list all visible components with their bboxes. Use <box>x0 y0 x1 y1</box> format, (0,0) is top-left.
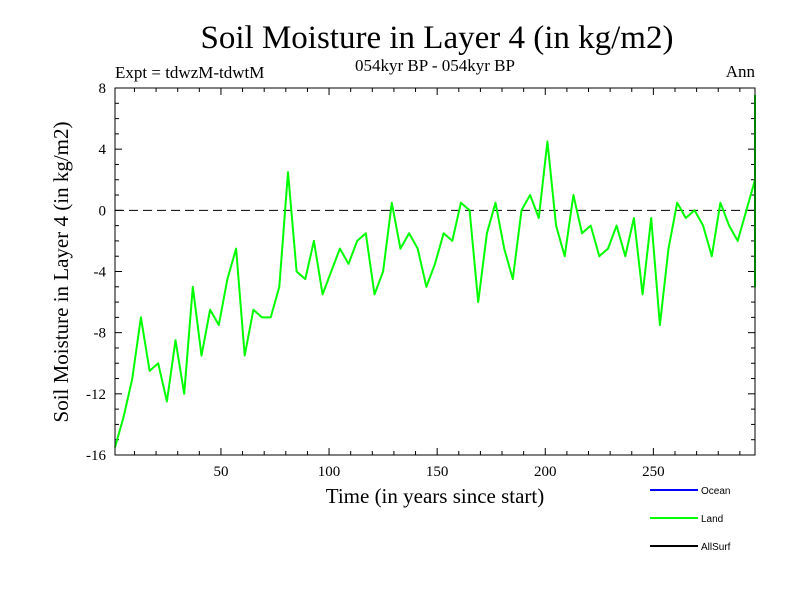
y-tick-label: -4 <box>94 265 107 281</box>
x-tick-labels: 50 100 150 200 250 <box>213 464 664 480</box>
x-tick-label: 100 <box>318 464 341 480</box>
season-label: Ann <box>726 62 756 81</box>
plot-frame <box>114 87 756 456</box>
x-tick-label: 150 <box>426 464 449 480</box>
legend-label-allsurf: AllSurf <box>701 542 731 553</box>
axis-ticks <box>115 88 755 455</box>
legend-label-land: Land <box>701 514 723 525</box>
x-tick-label: 250 <box>642 464 665 480</box>
x-tick-label: 200 <box>534 464 557 480</box>
legend: Ocean Land AllSurf <box>650 486 731 553</box>
legend-label-ocean: Ocean <box>701 486 730 497</box>
y-tick-label: -8 <box>94 326 107 342</box>
series-layer <box>114 94 756 448</box>
y-tick-labels: -16 -12 -8 -4 0 4 8 <box>86 81 107 464</box>
y-tick-label: 8 <box>99 81 107 97</box>
y-axis-label: Soil Moisture in Layer 4 (in kg/m2) <box>49 122 73 423</box>
x-tick-label: 50 <box>213 464 228 480</box>
y-tick-label: -16 <box>86 448 106 464</box>
series-line-land <box>114 94 756 448</box>
y-tick-label: -12 <box>86 387 106 403</box>
chart-title: Soil Moisture in Layer 4 (in kg/m2) <box>201 20 674 56</box>
y-tick-label: 0 <box>99 203 107 219</box>
experiment-label: Expt = tdwzM-tdwtM <box>115 63 264 82</box>
y-tick-label: 4 <box>99 142 107 158</box>
x-axis-label: Time (in years since start) <box>326 484 545 508</box>
chart-subtitle: 054kyr BP - 054kyr BP <box>355 56 515 75</box>
